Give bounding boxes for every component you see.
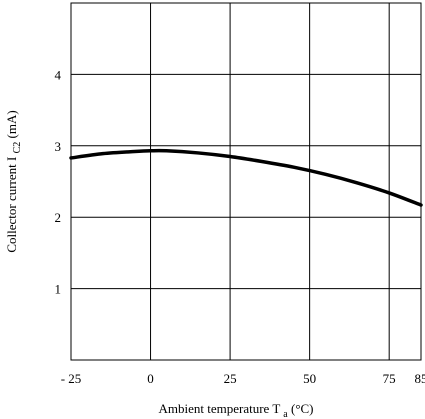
y-tick-label: 1 xyxy=(55,282,62,297)
x-tick-label: 25 xyxy=(224,371,237,386)
series-line xyxy=(69,148,423,207)
x-tick-labels: - 25 0 25 50 75 85 xyxy=(61,371,425,386)
horizontal-gridlines xyxy=(71,73,421,290)
x-tick-label: 75 xyxy=(383,371,396,386)
x-tick-label: 85 xyxy=(415,371,425,386)
y-axis-label: Collector current I C2 (mA) xyxy=(4,110,23,252)
vertical-gridlines xyxy=(150,3,390,360)
x-axis-label: Ambient temperature T a (°C) xyxy=(158,401,313,419)
y-tick-label: 2 xyxy=(55,210,62,225)
y-tick-label: 3 xyxy=(55,139,62,154)
x-tick-label: - 25 xyxy=(61,371,82,386)
y-tick-labels: 1 2 3 4 xyxy=(55,67,62,296)
plot-frame xyxy=(70,2,422,361)
x-tick-label: 0 xyxy=(147,371,154,386)
y-tick-label: 4 xyxy=(55,67,62,82)
x-tick-label: 50 xyxy=(303,371,316,386)
